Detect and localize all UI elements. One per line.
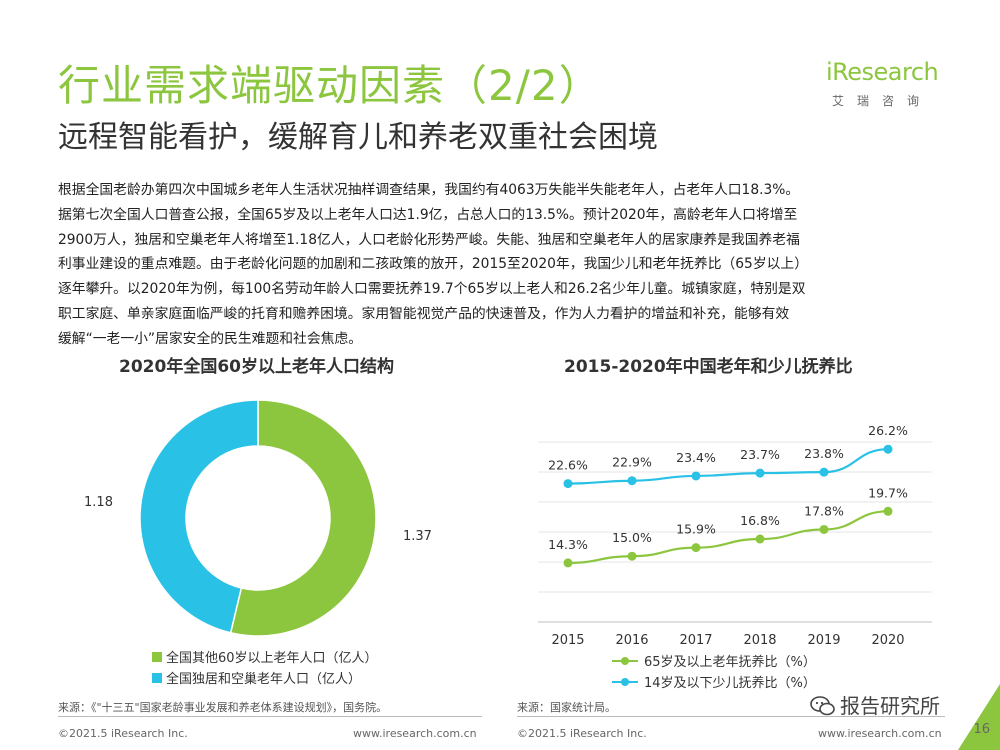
page-title: 行业需求端驱动因素（2/2）: [58, 61, 602, 110]
line-chart: 2015 2016 2017 2018 2019 2020 14.3% 15.0% 15.9% 1…: [538, 423, 932, 648]
donut-legend: 全国其他60岁以上老年人口（亿人） 全国独居和空巢老年人口（亿人）: [152, 646, 378, 688]
data-point: [755, 468, 765, 478]
data-point: [691, 543, 701, 553]
legend-label: 65岁及以上老年抚养比（%）: [644, 655, 816, 670]
data-point: [883, 444, 893, 454]
legend-item-elderly-ratio: 65岁及以上老年抚养比（%）: [612, 650, 816, 671]
legend-label: 全国其他60岁以上老年人口（亿人）: [166, 651, 378, 666]
data-label: 22.6%: [548, 458, 588, 473]
donut-slice: [139, 399, 259, 634]
data-point: [563, 479, 573, 489]
data-label: 14.3%: [548, 537, 588, 552]
legend-label: 14岁及以下少儿抚养比（%）: [644, 676, 816, 691]
data-point: [819, 467, 829, 477]
x-tick-label: 2018: [743, 633, 776, 648]
body-line: 2900万人，独居和空巢老年人将增至1.18亿人，人口老龄化形势严峻。失能、独居…: [58, 231, 800, 248]
wechat-icon: [810, 696, 835, 716]
page-number: 16: [973, 722, 990, 737]
donut-slice: [229, 399, 377, 637]
x-tick-label: 2015: [551, 633, 584, 648]
x-tick-label: 2017: [679, 633, 712, 648]
line-chart-title: 2015-2020年中国老年和少儿抚养比: [564, 357, 853, 377]
legend-swatch-green: [152, 651, 162, 662]
logo-wordmark: iResearch: [826, 58, 939, 86]
donut-chart-title: 2020年全国60岁以上老年人口结构: [119, 357, 394, 377]
body-line: 利事业建设的重点难题。由于老龄化问题的加剧和二孩政策的放开，2015至2020年…: [58, 256, 809, 273]
data-point: [691, 471, 701, 481]
data-label: 15.9%: [676, 522, 716, 537]
footer-copyright-right: ©2021.5 iResearch Inc.: [517, 727, 647, 740]
donut-data-label: 1.37: [403, 529, 432, 544]
page-subtitle: 远程智能看护，缓解育儿和养老双重社会困境: [58, 120, 658, 155]
legend-item-other-elderly: 全国其他60岁以上老年人口（亿人）: [152, 646, 378, 667]
legend-line-green: [612, 656, 638, 666]
data-label: 16.8%: [740, 513, 780, 528]
data-label: 23.4%: [676, 450, 716, 465]
corner-decoration: [958, 684, 1000, 750]
data-point: [627, 551, 637, 561]
footer-divider-left: [58, 716, 482, 717]
legend-line-cyan: [612, 677, 638, 687]
legend-swatch-cyan: [152, 672, 162, 683]
data-point: [563, 558, 573, 568]
watermark: 报告研究所: [810, 690, 940, 719]
source-note-right: 来源：国家统计局。: [517, 701, 616, 714]
data-label: 23.8%: [804, 446, 844, 461]
data-point: [755, 534, 765, 544]
donut-data-label: 1.18: [84, 495, 113, 510]
data-label: 22.9%: [612, 455, 652, 470]
footer-site-right: www.iresearch.com.cn: [818, 727, 942, 740]
data-point: [819, 524, 829, 534]
data-point: [883, 506, 893, 516]
line-legend: 65岁及以上老年抚养比（%） 14岁及以下少儿抚养比（%）: [612, 650, 816, 692]
source-note-left: 来源：《"十三五"国家老龄事业发展和养老体系建设规划》，国务院。: [58, 701, 388, 714]
legend-label: 全国独居和空巢老年人口（亿人）: [166, 672, 362, 687]
data-label: 15.0%: [612, 530, 652, 545]
body-line: 缓解“一老一小”居家安全的民生难题和社会焦虑。: [58, 330, 363, 347]
data-label: 19.7%: [868, 485, 908, 500]
legend-item-child-ratio: 14岁及以下少儿抚养比（%）: [612, 671, 816, 692]
x-tick-label: 2019: [807, 633, 840, 648]
body-paragraph: 根据全国老龄办第四次中国城乡老年人生活状况抽样调查结果，我国约有4063万失能半…: [58, 178, 958, 352]
footer-copyright-left: ©2021.5 iResearch Inc.: [58, 727, 188, 740]
data-label: 23.7%: [740, 447, 780, 462]
logo-chinese-name: 艾瑞咨询: [832, 94, 933, 108]
donut-chart: 1.37 1.18: [84, 399, 432, 637]
data-point: [627, 476, 637, 486]
data-label: 17.8%: [804, 503, 844, 518]
x-tick-label: 2020: [871, 633, 904, 648]
data-label: 26.2%: [868, 423, 908, 438]
x-tick-label: 2016: [615, 633, 648, 648]
footer-divider-right: [517, 716, 945, 717]
body-line: 根据全国老龄办第四次中国城乡老年人生活状况抽样调查结果，我国约有4063万失能半…: [58, 182, 800, 198]
iresearch-logo: iResearch 艾瑞咨询: [826, 58, 946, 118]
footer-site-left: www.iresearch.com.cn: [353, 727, 477, 740]
series-line: [567, 448, 889, 485]
body-line: 逐年攀升。以2020年为例，每100名劳动年龄人口需要抚养19.7个65岁以上老…: [58, 281, 806, 298]
series-line: [567, 510, 889, 565]
body-line: 职工家庭、单亲家庭面临严峻的托育和赡养困境。家用智能视觉产品的快速普及，作为人力…: [58, 305, 790, 322]
watermark-text: 报告研究所: [840, 694, 940, 718]
legend-item-empty-nest-elderly: 全国独居和空巢老年人口（亿人）: [152, 667, 378, 688]
body-line: 据第七次全国人口普查公报，全国65岁及以上老年人口达1.9亿，占总人口的13.5…: [58, 206, 798, 223]
